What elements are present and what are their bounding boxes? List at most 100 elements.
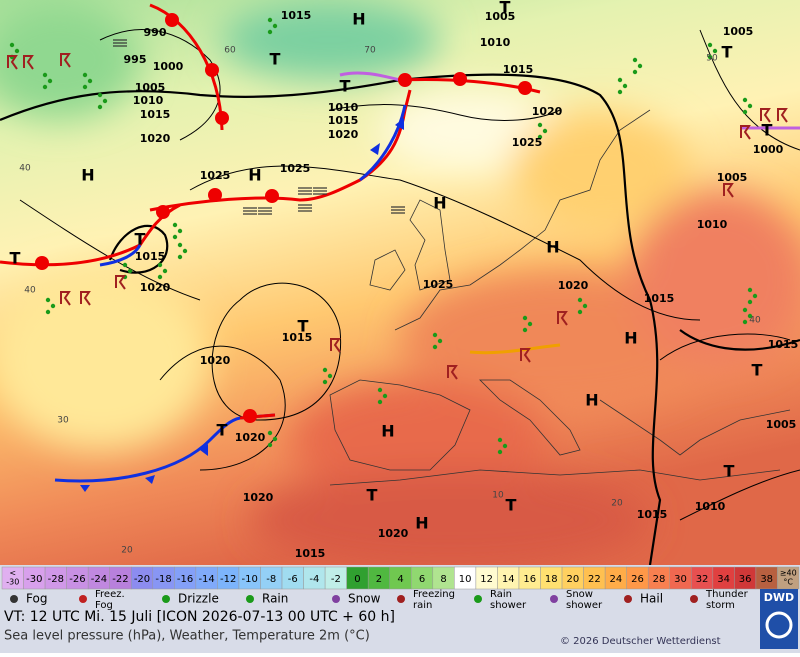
rain-symbol (522, 315, 528, 321)
rain-symbol (172, 222, 178, 228)
rain-symbol (267, 430, 273, 436)
isobar-label: 1025 (200, 169, 231, 182)
high-pressure-center: H (81, 166, 94, 185)
isobar-label: 1020 (140, 132, 171, 145)
isobar-label: 1015 (768, 338, 799, 351)
thunderstorm-symbol (777, 108, 788, 123)
low-pressure-center: T (135, 230, 146, 249)
legend-icon (79, 595, 87, 603)
legend-icon (624, 595, 632, 603)
rain-symbol (45, 309, 51, 315)
rain-symbol (742, 319, 748, 325)
high-pressure-center: H (352, 10, 365, 29)
isobar-label: 1025 (512, 136, 543, 149)
rain-symbol (162, 268, 168, 274)
scale-label: 18 (545, 574, 558, 585)
rain-symbol (9, 42, 15, 48)
high-pressure-center: H (381, 422, 394, 441)
thunderstorm-symbol (7, 55, 18, 70)
scale-label: 34 (717, 574, 730, 585)
thunderstorm-symbol (760, 108, 771, 123)
isobar-label: 1020 (532, 105, 563, 118)
thunderstorm-symbol (23, 55, 34, 70)
high-pressure-center: H (546, 238, 559, 257)
rain-symbol (502, 443, 508, 449)
isotherm-label: 70 (364, 46, 376, 56)
low-pressure-center: T (722, 43, 733, 62)
rain-symbol (97, 92, 103, 98)
isobar-label: 1020 (378, 527, 409, 540)
scale-label: -10 (242, 574, 258, 585)
isobar-label: 1020 (140, 281, 171, 294)
rain-symbol (87, 78, 93, 84)
isobar-label: 995 (124, 53, 147, 66)
isobar-label: 1015 (140, 108, 171, 121)
isobar-label: 1005 (766, 418, 797, 431)
legend-label: Snow (348, 592, 381, 606)
rain-symbol (50, 303, 56, 309)
rain-symbol (82, 84, 88, 90)
isobar-label: 1020 (243, 491, 274, 504)
scale-label: 6 (419, 574, 425, 585)
rain-symbol (712, 48, 718, 54)
rain-symbol (747, 287, 753, 293)
scale-label: -4 (309, 574, 319, 585)
isobar-label: 1015 (135, 250, 166, 263)
isobar-label: 1015 (282, 331, 313, 344)
legend-label: rain (413, 600, 432, 611)
scale-label: -20 (134, 574, 150, 585)
legend-icon (550, 595, 558, 603)
rain-symbol (622, 83, 628, 89)
rain-symbol (42, 84, 48, 90)
rain-symbol (522, 327, 528, 333)
scale-label: -28 (48, 574, 64, 585)
rain-symbol (537, 134, 543, 140)
high-pressure-center: H (433, 194, 446, 213)
scale-label: -22 (112, 574, 128, 585)
thunderstorm-symbol (557, 311, 568, 326)
legend-label: Rain (262, 592, 288, 606)
thunderstorm-symbol (80, 291, 91, 306)
rain-symbol (747, 103, 753, 109)
scale-label: 4 (397, 574, 403, 585)
weather-legend: Fog Freez.Fog Drizzle Rain Snow FreezingrainR… (10, 589, 749, 611)
isobar-label: 1015 (295, 547, 326, 560)
rain-symbol (45, 297, 51, 303)
high-pressure-center: H (624, 329, 637, 348)
thunderstorm-symbol (740, 125, 751, 140)
scale-label: 0 (354, 574, 360, 585)
scale-label: 20 (566, 574, 579, 585)
scale-label: 30 (674, 574, 687, 585)
isotherm-label: 10 (492, 491, 504, 501)
rain-symbol (582, 303, 588, 309)
isotherm-label: 20 (611, 499, 623, 509)
isotherm-label: 30 (57, 416, 69, 426)
legend-icon (246, 595, 254, 603)
high-pressure-center: H (415, 514, 428, 533)
color-scale: <-30 -30 -28 -26 -24 -22 -20 -18 -16 -14 -12 -10 -8-… (1, 566, 800, 590)
isobar-label: 1015 (644, 292, 675, 305)
rain-symbol (14, 48, 20, 54)
isotherm-label: 40 (749, 316, 761, 326)
rain-symbol (177, 228, 183, 234)
legend-label: Drizzle (178, 592, 219, 606)
rain-symbol (632, 69, 638, 75)
isobar-label: 1020 (235, 431, 266, 444)
logo-swirl (765, 611, 793, 639)
isobar-label: 1020 (328, 128, 359, 141)
low-pressure-center: T (217, 421, 228, 440)
isobar-label: 1015 (328, 114, 359, 127)
rain-symbol (157, 274, 163, 280)
scale-label: 32 (696, 574, 709, 585)
legend-icon (474, 595, 482, 603)
legend-label: storm (706, 600, 735, 611)
thunderstorm-symbol (60, 53, 71, 68)
rain-symbol (177, 242, 183, 248)
rain-symbol (432, 332, 438, 338)
rain-symbol (122, 262, 128, 268)
scale-label: -18 (155, 574, 171, 585)
rain-symbol (742, 97, 748, 103)
isobar-label: 1005 (485, 10, 516, 23)
rain-symbol (377, 399, 383, 405)
rain-symbol (322, 367, 328, 373)
